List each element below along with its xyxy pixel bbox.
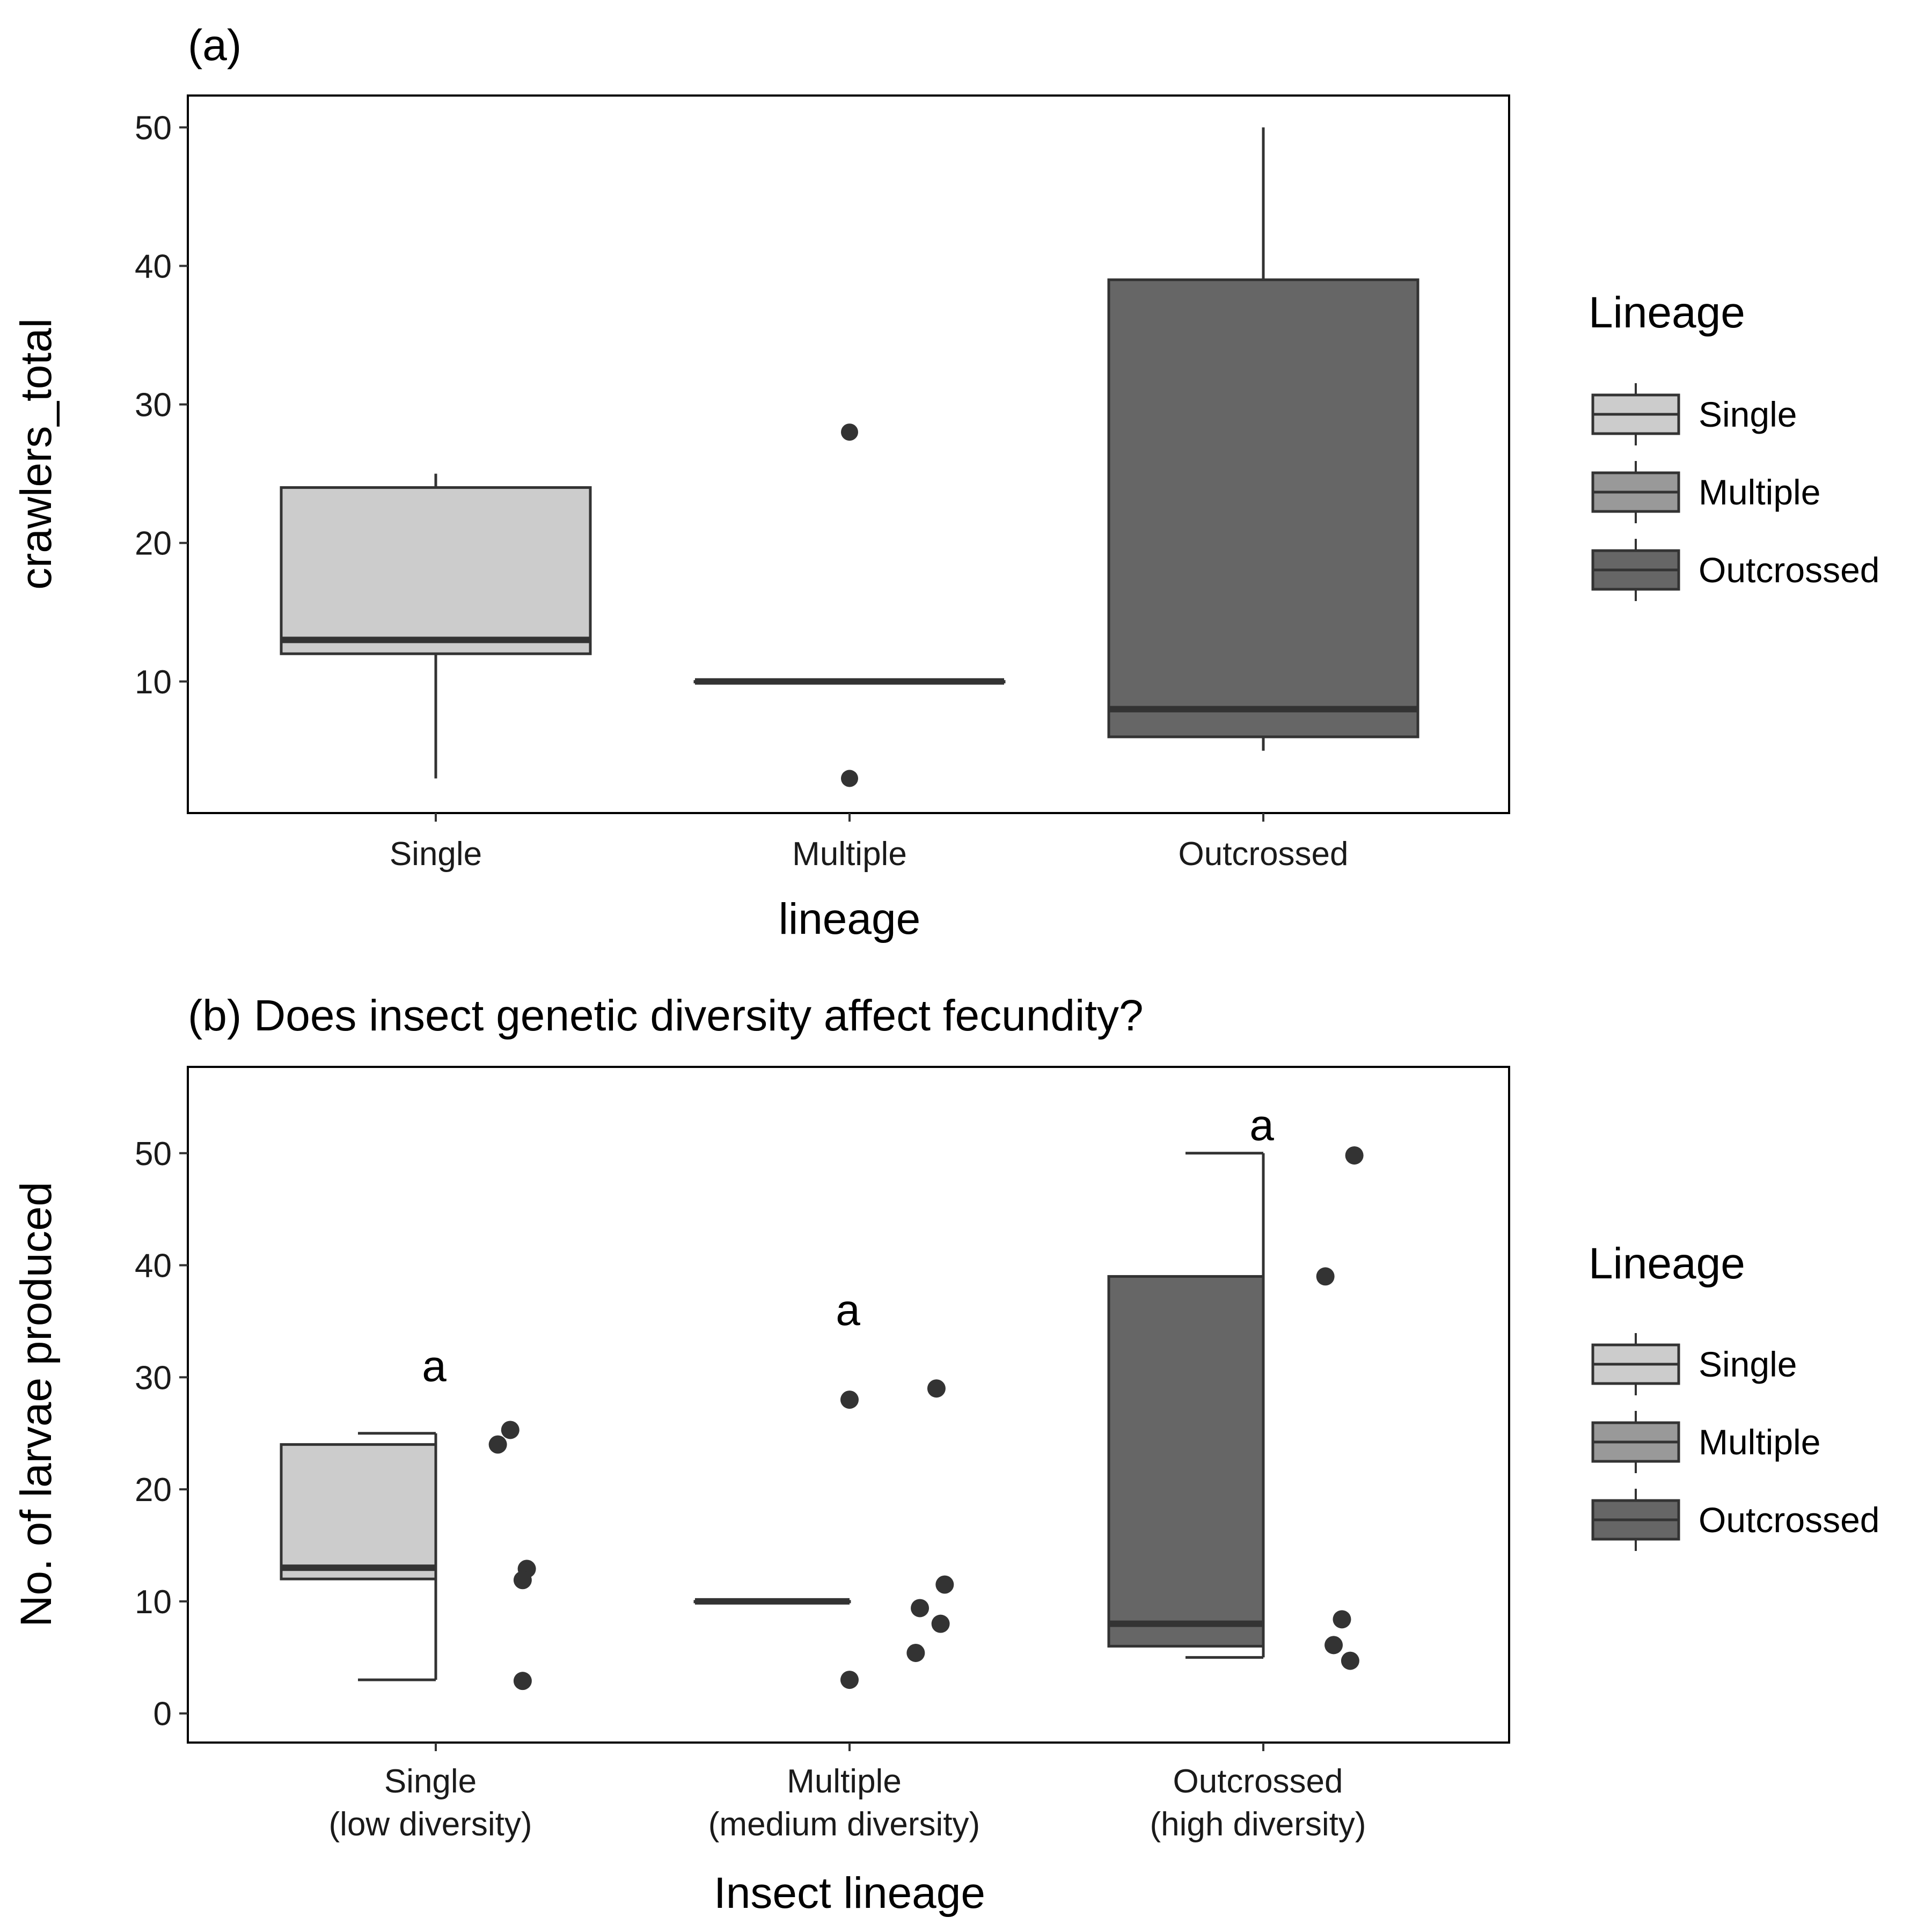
x-axis-title: lineage <box>779 895 920 943</box>
y-tick-label: 30 <box>135 387 172 424</box>
x-tick-label: Outcrossed <box>1178 836 1348 873</box>
significance-letter: a <box>1249 1101 1274 1150</box>
data-point <box>501 1421 519 1439</box>
legend-label: Single <box>1699 394 1797 434</box>
legend-label: Outcrossed <box>1699 550 1879 590</box>
legend-title: Lineage <box>1589 288 1745 337</box>
x-tick-label: (low diversity) <box>329 1806 532 1843</box>
box-outcrossed <box>1107 1152 1265 1659</box>
y-tick-label: 50 <box>135 1136 172 1173</box>
x-tick-label: Single <box>384 1763 477 1800</box>
x-axis-title: Insect lineage <box>714 1869 985 1918</box>
data-point <box>513 1571 532 1590</box>
box-body <box>1107 278 1419 738</box>
box-body <box>280 486 592 655</box>
y-tick-label: 50 <box>135 109 172 147</box>
y-tick-label: 20 <box>135 525 172 562</box>
data-point <box>1341 1651 1359 1670</box>
legend-label: Multiple <box>1699 1422 1820 1462</box>
data-point <box>931 1614 950 1633</box>
legend: Lineage Single Multiple Outcrossed <box>1589 1239 1879 1551</box>
data-point <box>840 1671 859 1689</box>
y-tick-label: 30 <box>135 1359 172 1396</box>
data-point <box>1316 1267 1335 1286</box>
box-body <box>280 1443 437 1580</box>
data-point <box>513 1672 532 1690</box>
legend-title: Lineage <box>1589 1239 1745 1288</box>
box-body <box>1107 1275 1265 1648</box>
data-point <box>840 1391 859 1409</box>
significance-letter: a <box>422 1342 447 1391</box>
data-point <box>927 1379 946 1398</box>
legend-label: Multiple <box>1699 472 1820 512</box>
x-tick-label: Multiple <box>787 1763 902 1800</box>
data-point <box>488 1435 507 1454</box>
box-outcrossed <box>1107 127 1419 751</box>
y-axis-title: crawlers_total <box>12 318 61 590</box>
x-tick-label: (high diversity) <box>1150 1806 1366 1843</box>
panel-title: (a) <box>188 21 241 70</box>
significance-letter: a <box>836 1286 860 1335</box>
y-tick-label: 40 <box>135 248 172 285</box>
legend-label: Single <box>1699 1344 1797 1384</box>
x-tick-label: Single <box>390 836 482 873</box>
panel-title: (b) Does insect genetic diversity affect… <box>188 991 1144 1040</box>
x-tick-label: Multiple <box>792 836 907 873</box>
box-multiple <box>693 423 1006 787</box>
box-single <box>280 473 592 779</box>
box-multiple <box>693 1598 851 1605</box>
y-tick-label: 10 <box>135 1584 172 1621</box>
outlier-point <box>841 423 858 441</box>
data-point <box>1345 1146 1364 1165</box>
data-point <box>906 1643 925 1662</box>
outlier-point <box>841 770 858 787</box>
panel-b: (b) Does insect genetic diversity affect… <box>12 991 1879 1918</box>
x-tick-label: (medium diversity) <box>708 1806 980 1843</box>
y-axis-title: No. of larvae produced <box>12 1182 61 1627</box>
y-tick-label: 0 <box>153 1696 172 1733</box>
legend: Lineage Single Multiple Outcrossed <box>1589 288 1879 601</box>
data-point <box>935 1575 954 1594</box>
data-point <box>911 1599 930 1618</box>
y-tick-label: 20 <box>135 1472 172 1509</box>
data-point <box>1324 1636 1343 1655</box>
x-tick-label: Outcrossed <box>1173 1763 1343 1800</box>
y-tick-label: 40 <box>135 1248 172 1285</box>
legend-label: Outcrossed <box>1699 1500 1879 1540</box>
y-tick-label: 10 <box>135 664 172 701</box>
data-point <box>1333 1610 1351 1629</box>
panel-a: (a) 10 20 30 40 50 Single Multiple Outcrossed lin… <box>12 21 1879 943</box>
box-single <box>280 1432 437 1681</box>
